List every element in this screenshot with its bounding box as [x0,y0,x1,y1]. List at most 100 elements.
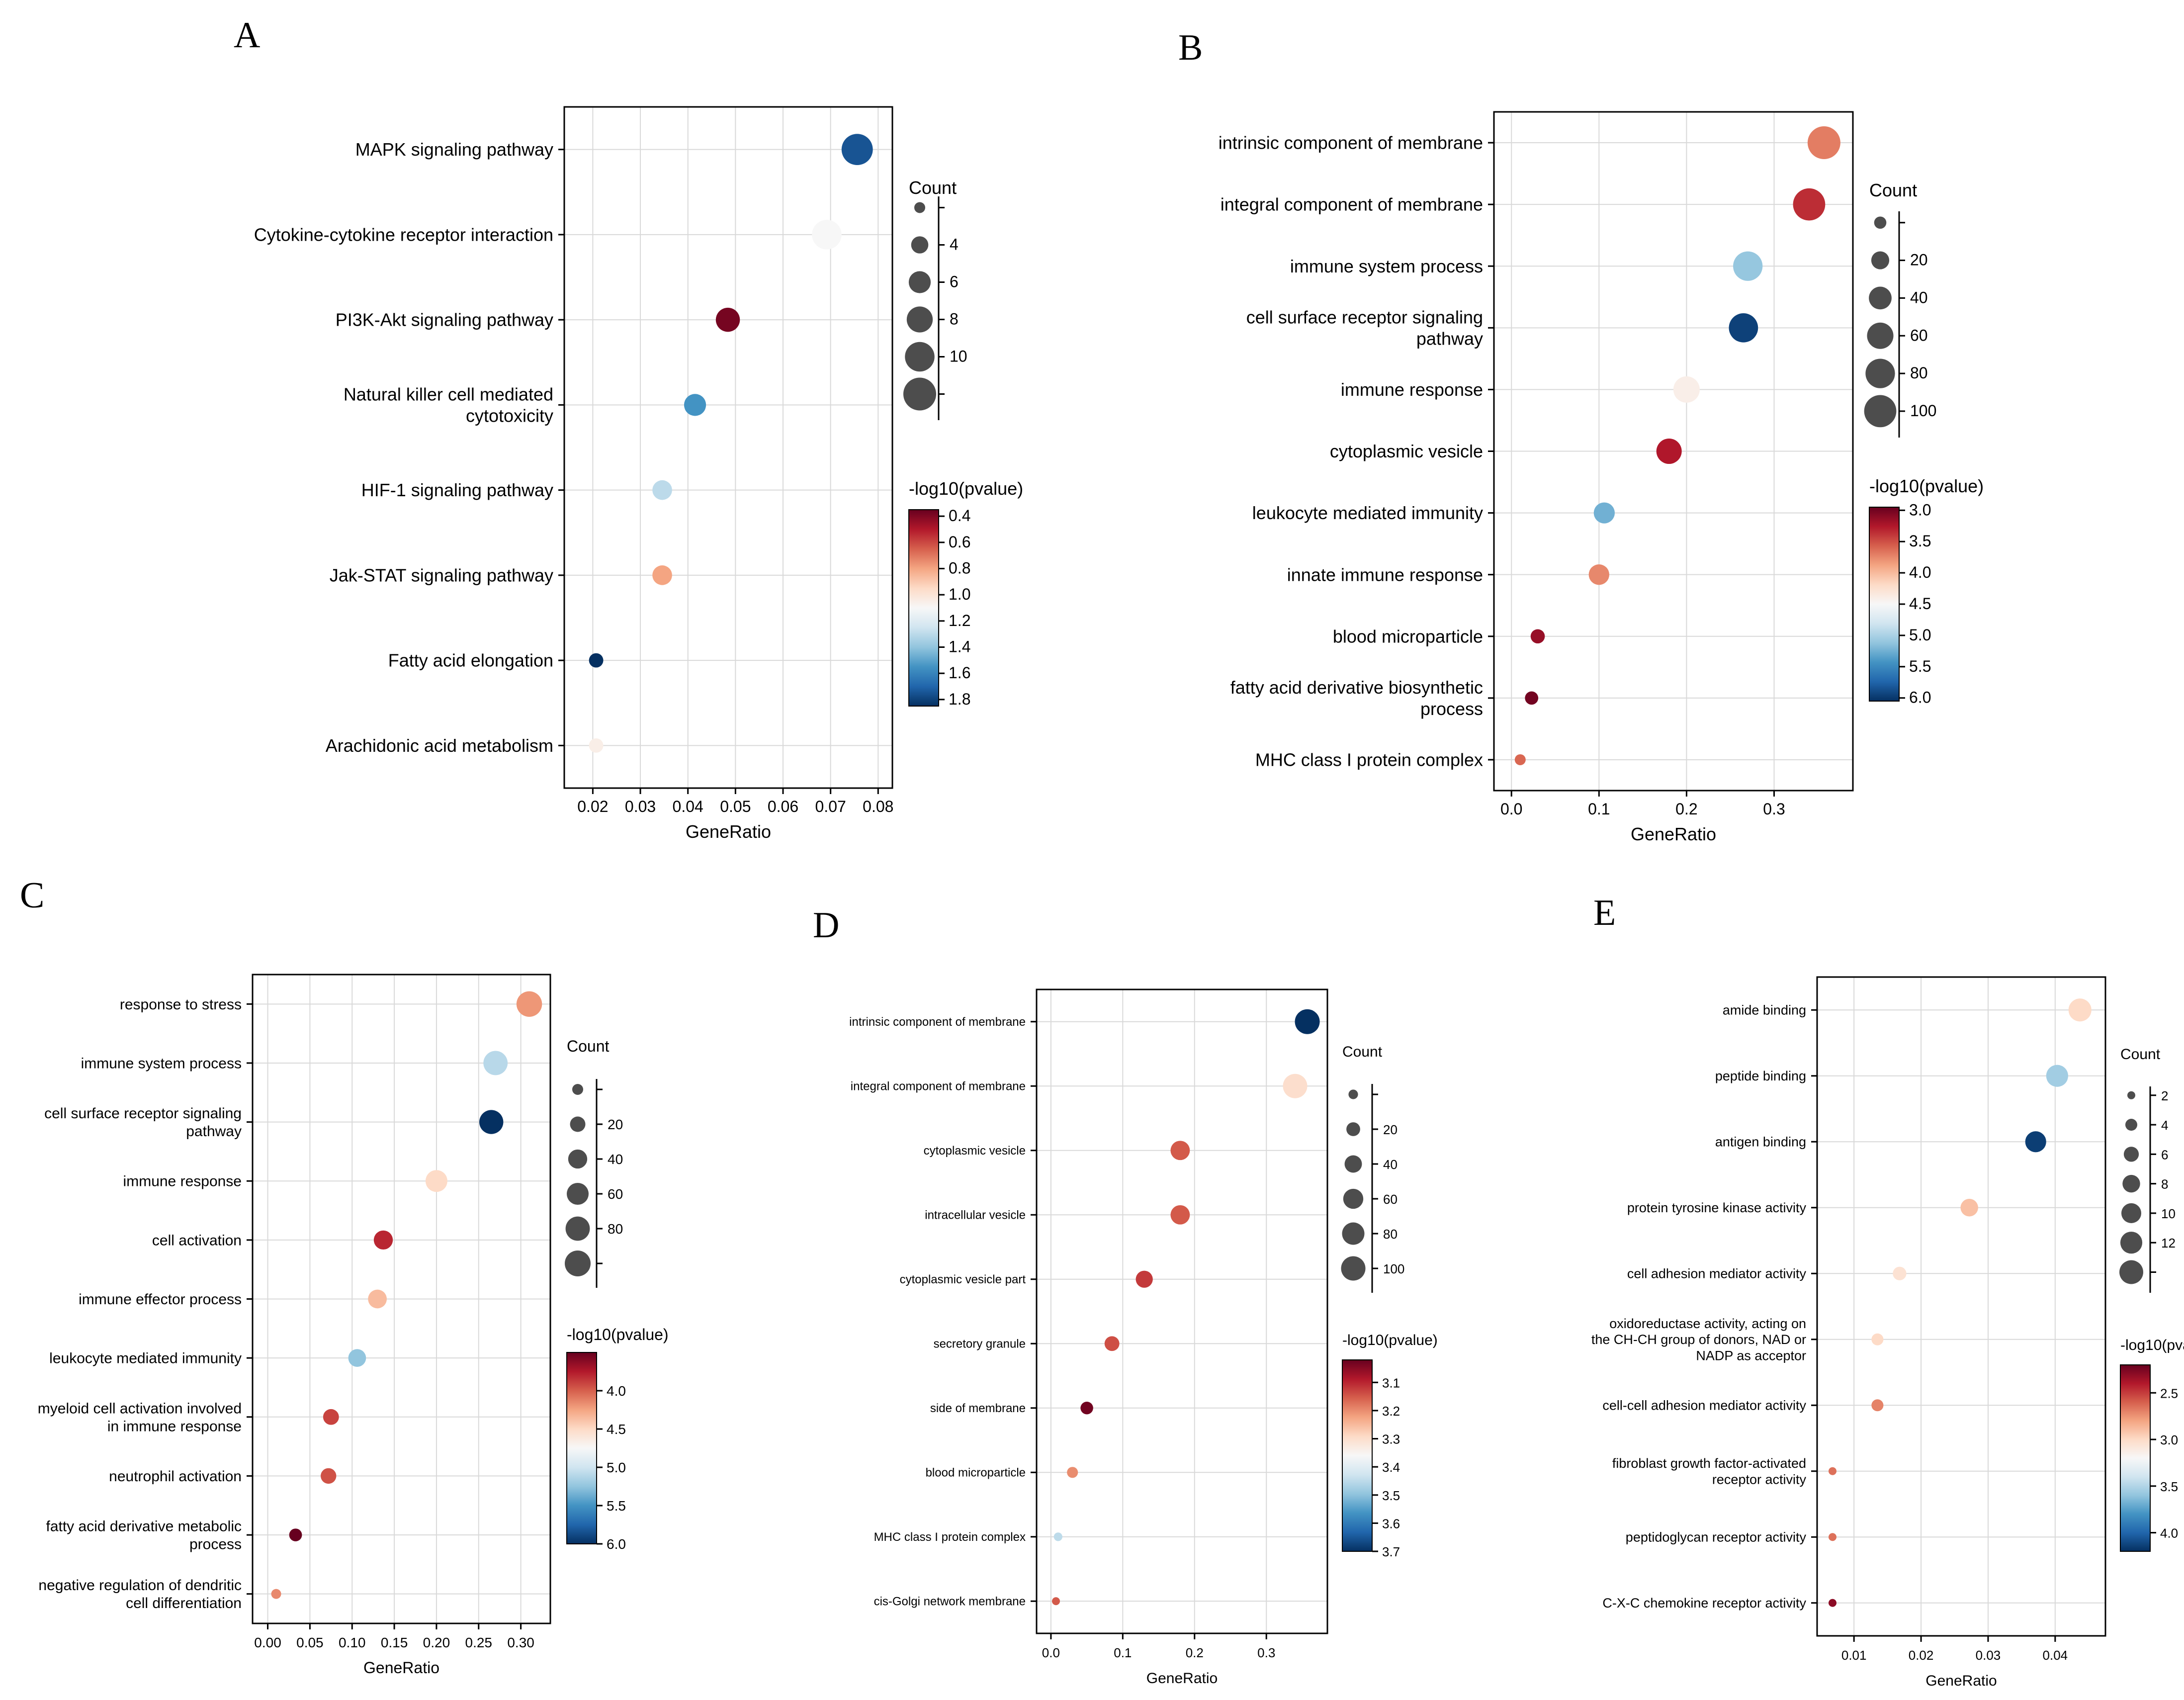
data-point [425,1170,447,1192]
count-legend-label: 20 [608,1117,623,1132]
term-label: cell activation [152,1232,242,1249]
panel-e: E 0.01 0.02 0.03 0.04 GeneRatio amide binding p… [1591,893,2184,1689]
data-point [373,1230,393,1250]
color-legend-label: 3.6 [1382,1516,1400,1531]
color-legend-label: 3.5 [1909,532,1931,550]
count-legend-label: 60 [1910,326,1928,344]
term-label: negative regulation of dendritic cell dif… [38,1577,242,1611]
panel-letter: D [813,905,839,946]
term-label: immune response [123,1173,242,1190]
count-legend-dot [570,1116,586,1132]
x-axis-title: GeneRatio [1925,1673,1997,1689]
data-point [1283,1074,1308,1098]
term-label: neutrophil activation [109,1468,242,1485]
count-legend-label: 60 [1383,1192,1398,1207]
term-label: myeloid cell activation involved in immun… [38,1400,242,1434]
term-label: cell-cell adhesion mediator activity [1602,1398,1806,1413]
color-legend-label: 5.5 [607,1498,626,1514]
count-legend-dot [908,271,931,293]
color-legend-label: 4.0 [2160,1526,2178,1541]
data-point [652,480,672,500]
color-legend-title: -log10(pvalue) [2120,1337,2184,1353]
count-legend-dot [914,202,925,213]
x-tick-label: 0.02 [1909,1648,1934,1663]
data-point [516,991,542,1017]
term-label: cell surface receptor signaling pathway [44,1105,242,1140]
term-label: leukocyte mediated immunity [49,1350,242,1367]
term-label: cell adhesion mediator activity [1627,1266,1807,1281]
data-point [1729,313,1758,343]
data-point [1829,1533,1837,1541]
term-label: Jak-STAT signaling pathway [330,565,553,585]
x-tick-label: 0.20 [423,1635,450,1650]
color-legend-label: 4.5 [1909,595,1931,613]
term-label: Fatty acid elongation [388,650,553,671]
data-point [1588,564,1609,585]
data-point [1053,1532,1062,1541]
color-legend-label: 4.0 [1909,563,1931,581]
count-legend-title: Count [1342,1044,1383,1060]
term-label: immune system process [81,1055,242,1072]
x-tick-label: 0.25 [465,1635,493,1650]
x-tick-label: 0.10 [339,1635,366,1650]
count-legend-dot [1346,1122,1360,1136]
data-point [1871,1399,1884,1412]
color-legend-label: 6.0 [1909,689,1931,707]
count-legend-dot [905,342,935,372]
x-tick-label: 0.02 [577,798,608,815]
term-label: MHC class I protein complex [874,1530,1026,1544]
count-legend-dot [1871,251,1890,269]
data-point [1136,1270,1153,1288]
panel-a: A 0.02 0.03 0.04 0.05 0.06 0.07 0.08 GeneRatio MA… [234,15,1023,842]
x-tick-label: 0.04 [673,798,703,815]
term-label: intrinsic component of membrane [1219,133,1483,153]
data-point [715,307,740,332]
term-label: side of membrane [930,1402,1026,1415]
term-label: Cytokine-cytokine receptor interaction [254,224,553,245]
x-axis-title: GeneRatio [1146,1670,1218,1687]
data-point [2046,1065,2068,1087]
color-legend-label: 0.4 [949,507,970,525]
term-label: HIF-1 signaling pathway [361,480,553,500]
color-legend-label: 0.8 [949,559,970,577]
term-label: cytoplasmic vesicle [924,1144,1026,1158]
x-tick-label: 0.15 [381,1635,408,1650]
term-label: oxidoreductase activity, acting on the CH… [1591,1316,1806,1363]
panel-b: B 0.0 0.1 0.2 0.3 GeneRatio intrinsic componen… [1178,27,1984,844]
x-axis-title: GeneRatio [363,1659,439,1677]
plot-frame [563,106,893,789]
data-point [1170,1141,1190,1161]
x-tick-label: 0.03 [625,798,656,815]
color-legend-label: 4.5 [607,1422,626,1437]
term-label: cytoplasmic vesicle part [900,1273,1026,1286]
count-legend-label: 40 [1910,288,1928,306]
data-point [1893,1266,1907,1280]
term-label: peptidoglycan receptor activity [1626,1530,1807,1545]
x-tick-label: 0.07 [815,798,846,815]
term-label: fatty acid derivative metabolic process [46,1519,242,1553]
term-label: antigen binding [1715,1135,1806,1150]
count-legend-label: 100 [1383,1261,1404,1276]
data-point [483,1051,508,1075]
term-label: amide binding [1723,1003,1806,1018]
data-point [368,1289,387,1309]
count-legend-dot [1348,1089,1358,1099]
count-legend-dot [1867,322,1894,349]
count-legend-label: 100 [1910,402,1936,420]
term-label: intrinsic component of membrane [849,1015,1026,1029]
count-legend-label: 2 [2161,1088,2168,1103]
count-legend-dot [565,1251,591,1276]
x-tick-label: 0.1 [1588,800,1610,818]
term-label: intracellular vesicle [925,1209,1026,1222]
data-point [684,394,706,416]
x-tick-label: 0.0 [1042,1645,1060,1660]
data-point [323,1409,339,1425]
color-legend-label: 5.0 [1909,626,1931,644]
count-legend-label: 80 [1383,1227,1398,1242]
x-tick-label: 0.04 [2043,1648,2068,1663]
x-tick-label: 0.3 [1257,1645,1275,1660]
color-legend-label: 3.0 [1909,501,1931,519]
data-point [289,1528,302,1541]
term-label: response to stress [120,996,242,1013]
